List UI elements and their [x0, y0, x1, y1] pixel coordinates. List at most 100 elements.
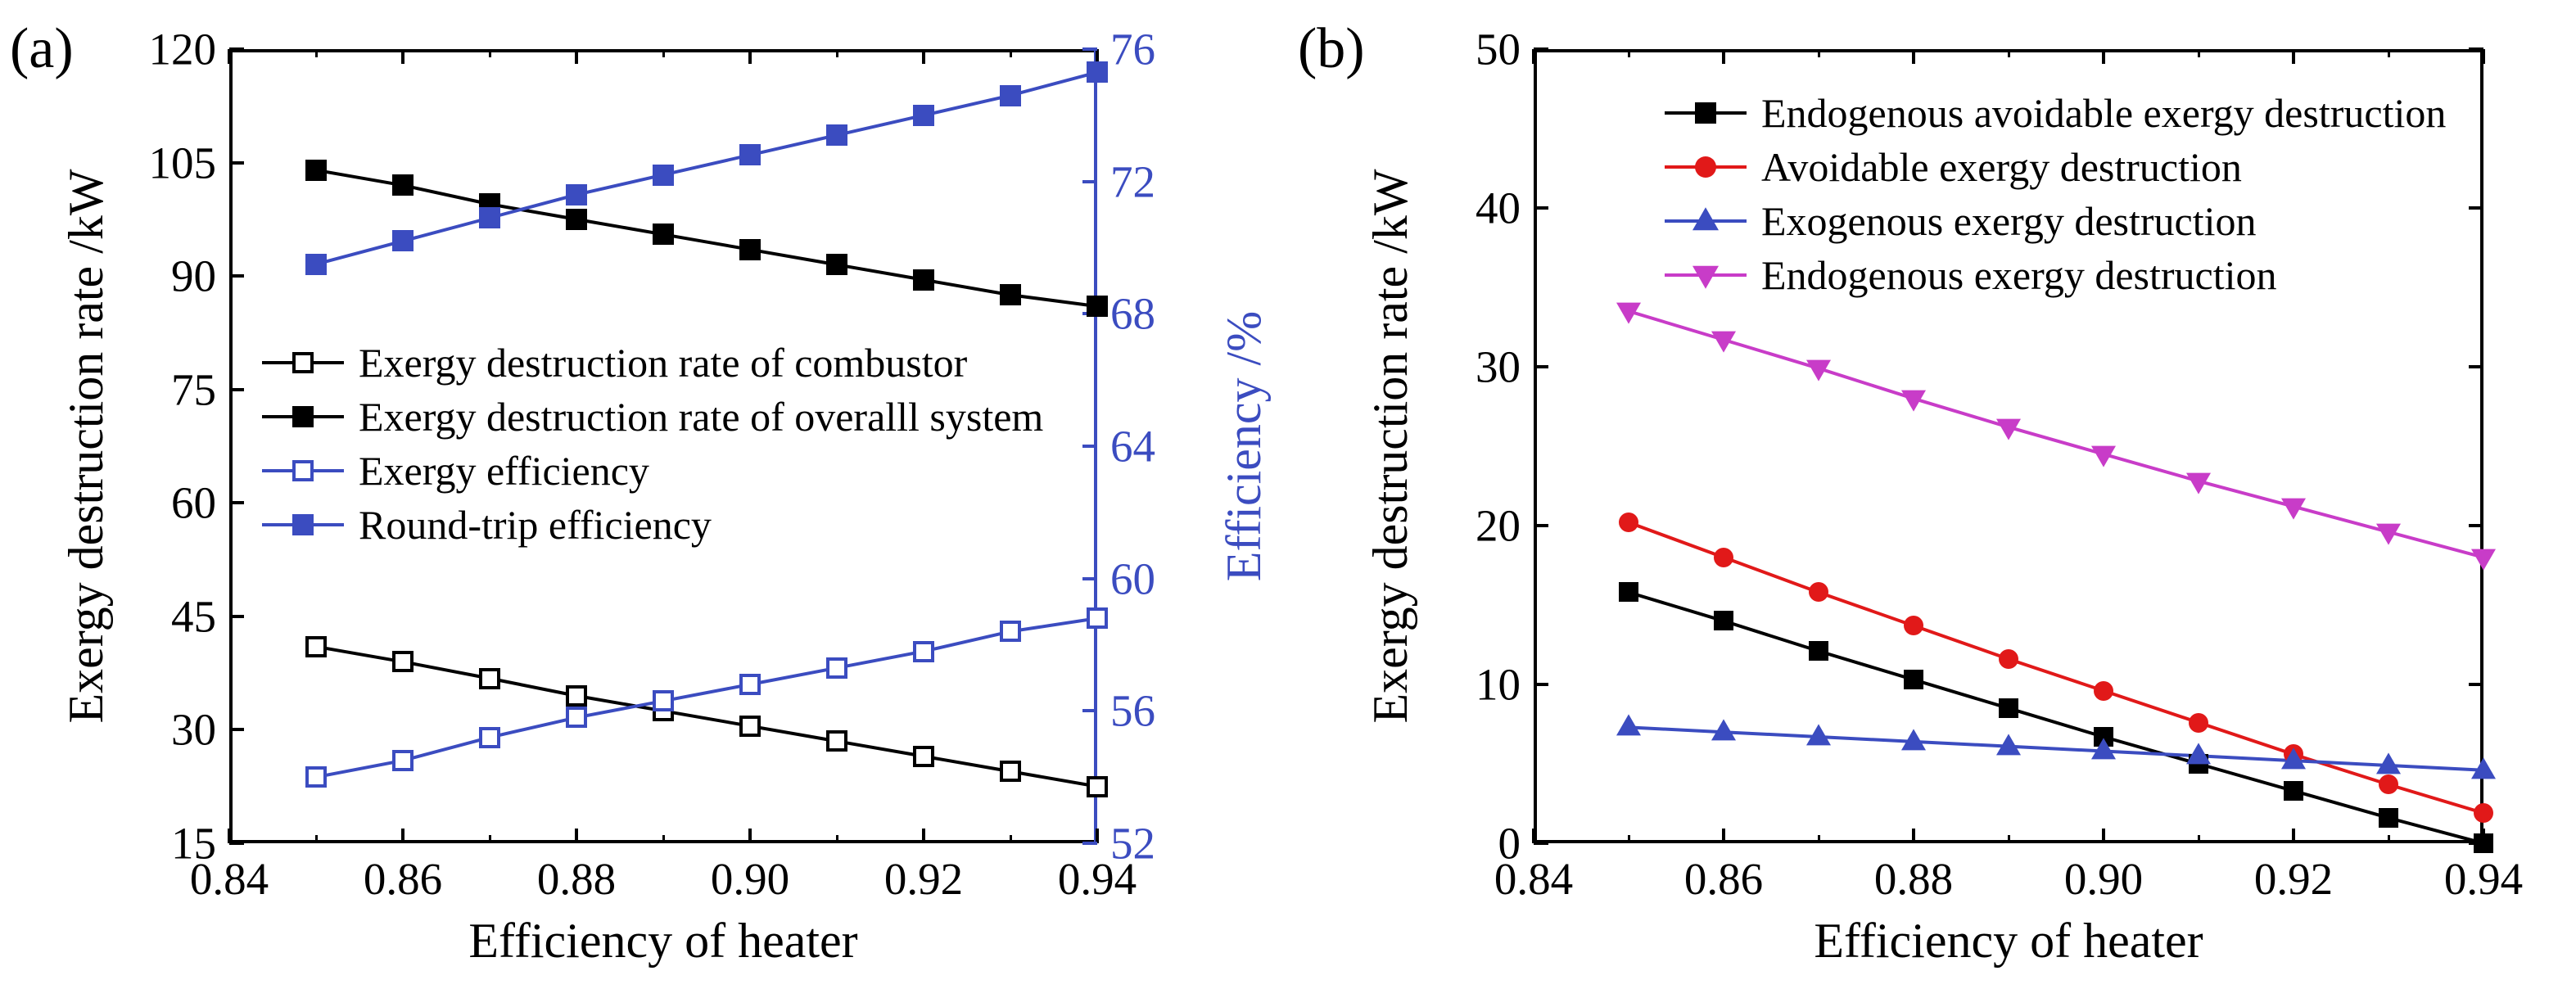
- legend: Exergy destruction rate of combustor Exer…: [262, 336, 1043, 552]
- data-point: [1616, 303, 1641, 324]
- plot-area-a: Exergy destruction rate of combustor Exer…: [229, 49, 1097, 843]
- legend-swatch: [1665, 205, 1747, 237]
- data-point: [1714, 611, 1733, 630]
- data-point: [1996, 734, 2021, 755]
- data-point: [1809, 641, 1828, 661]
- x-tick-label: 0.88: [537, 853, 616, 905]
- legend-swatch: [262, 346, 344, 379]
- legend-marker-icon: [292, 352, 314, 373]
- data-point: [1901, 729, 1926, 750]
- data-point: [2189, 713, 2208, 733]
- data-point: [1996, 418, 2021, 440]
- y-tick-label: 40: [1476, 183, 1521, 234]
- data-point: [1809, 582, 1828, 602]
- data-point: [1619, 582, 1638, 602]
- panel-b-label: (b): [1298, 16, 1365, 82]
- x-tick-label: 0.90: [2064, 853, 2143, 905]
- data-point: [1087, 776, 1108, 797]
- data-point: [392, 750, 414, 771]
- data-point: [826, 657, 847, 679]
- y2-tick-label: 68: [1110, 288, 1155, 340]
- data-point: [653, 165, 674, 186]
- y-tick-label: 10: [1476, 659, 1521, 711]
- panel-b: (b) Endogenous avoidable exergy destruct…: [1288, 0, 2576, 1007]
- legend-marker-icon: [1692, 266, 1719, 289]
- y-tick-label: 105: [149, 137, 217, 188]
- data-point: [2474, 803, 2493, 823]
- y-tick-label: 20: [1476, 500, 1521, 552]
- data-point: [2186, 472, 2211, 494]
- data-point: [1087, 61, 1108, 83]
- data-point: [739, 716, 761, 737]
- data-point: [305, 254, 327, 275]
- y-tick-label: 30: [1476, 341, 1521, 393]
- data-point: [479, 207, 500, 228]
- y2-tick-label: 60: [1110, 553, 1155, 604]
- data-point: [2379, 808, 2398, 828]
- legend-label: Avoidable exergy destruction: [1761, 143, 2242, 191]
- legend-swatch: [1665, 151, 1747, 183]
- legend-label: Exergy destruction rate of combustor: [359, 339, 967, 386]
- data-point: [392, 230, 414, 251]
- legend-marker-icon: [292, 514, 314, 535]
- data-point: [392, 174, 414, 196]
- legend-label: Round-trip efficiency: [359, 501, 712, 549]
- plot-area-b: Endogenous avoidable exergy destruction A…: [1534, 49, 2483, 843]
- data-point: [913, 641, 934, 662]
- legend-swatch: [262, 400, 344, 433]
- data-point: [739, 674, 761, 695]
- figure-container: (a) Exergy destruction rate of combustor…: [0, 0, 2576, 1007]
- data-point: [1806, 724, 1831, 745]
- x-tick-label: 0.92: [2254, 853, 2333, 905]
- x-tick-label: 0.86: [364, 853, 442, 905]
- data-point: [2091, 738, 2116, 760]
- x-tick-label: 0.92: [884, 853, 963, 905]
- y2-axis-title-a: Efficiency /%: [1216, 311, 1272, 581]
- legend-label: Exergy efficiency: [359, 447, 649, 494]
- y-tick-label: 15: [171, 818, 216, 869]
- panel-a: (a) Exergy destruction rate of combustor…: [0, 0, 1288, 1007]
- data-point: [2281, 748, 2306, 770]
- legend-label: Exergy destruction rate of overalll syst…: [359, 393, 1043, 440]
- y-tick-label: 75: [171, 364, 216, 415]
- legend-item: Exergy efficiency: [262, 444, 1043, 498]
- data-point: [913, 269, 934, 291]
- legend-item: Round-trip efficiency: [262, 498, 1043, 552]
- data-point: [1087, 607, 1108, 629]
- y-tick-label: 60: [171, 477, 216, 529]
- data-point: [739, 239, 761, 260]
- data-point: [826, 254, 847, 275]
- legend-marker-icon: [1692, 207, 1719, 230]
- legend-item: Exergy destruction rate of overalll syst…: [262, 390, 1043, 444]
- data-point: [1087, 296, 1108, 317]
- y-tick-label: 120: [149, 24, 217, 75]
- data-point: [1000, 85, 1021, 106]
- legend-marker-icon: [292, 460, 314, 481]
- data-point: [913, 746, 934, 767]
- y-axis-title-b: Exergy destruction rate /kW: [1363, 169, 1419, 724]
- data-point: [566, 707, 587, 728]
- data-point: [1806, 360, 1831, 382]
- y2-tick-label: 72: [1110, 156, 1155, 207]
- x-tick-label: 0.88: [1874, 853, 1953, 905]
- y2-tick-label: 76: [1110, 24, 1155, 75]
- data-point: [1901, 390, 1926, 411]
- legend-label: Endogenous avoidable exergy destruction: [1761, 89, 2446, 137]
- data-point: [2379, 774, 2398, 794]
- data-point: [2376, 523, 2401, 544]
- y-tick-label: 50: [1476, 24, 1521, 75]
- data-point: [1000, 761, 1021, 782]
- data-point: [2091, 445, 2116, 467]
- legend-marker-icon: [1695, 156, 1716, 178]
- x-axis-title-b: Efficiency of heater: [1814, 913, 2203, 969]
- data-point: [826, 124, 847, 146]
- data-point: [1619, 513, 1638, 532]
- legend-label: Endogenous exergy destruction: [1761, 251, 2277, 299]
- legend-label: Exogenous exergy destruction: [1761, 197, 2257, 245]
- data-point: [566, 209, 587, 230]
- y-tick-label: 90: [171, 251, 216, 302]
- data-point: [1000, 284, 1021, 305]
- data-point: [1714, 548, 1733, 567]
- data-point: [653, 690, 674, 711]
- legend-swatch: [1665, 259, 1747, 291]
